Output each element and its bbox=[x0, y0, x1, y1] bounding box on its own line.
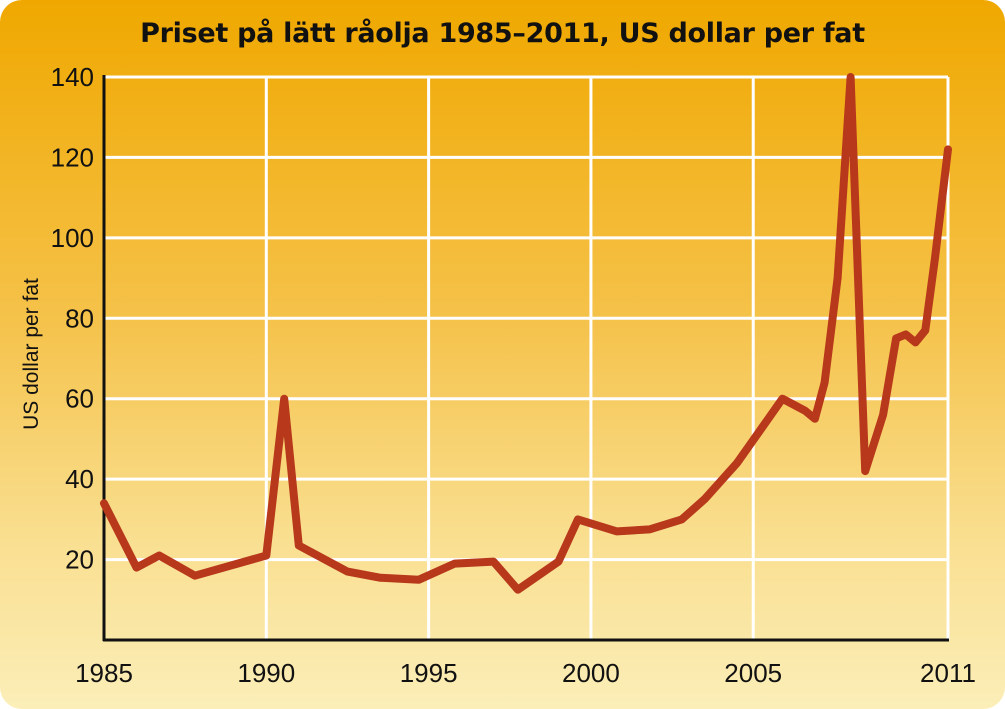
y-tick-label-60: 60 bbox=[65, 384, 94, 414]
x-tick-label-1985: 1985 bbox=[75, 658, 133, 688]
grid-lines bbox=[104, 75, 950, 640]
x-tick-label-2005: 2005 bbox=[724, 658, 782, 688]
x-tick-label-1990: 1990 bbox=[237, 658, 295, 688]
y-tick-label-140: 140 bbox=[51, 62, 94, 92]
series-layer bbox=[100, 73, 952, 594]
x-tick-label-2000: 2000 bbox=[562, 658, 620, 688]
y-tick-label-20: 20 bbox=[65, 545, 94, 575]
x-tick-label-1995: 1995 bbox=[400, 658, 458, 688]
y-axis-title: US dollar per fat bbox=[20, 278, 43, 430]
y-tick-label-40: 40 bbox=[65, 464, 94, 494]
tick-labels: 20 40 60 80 100 120 140 1985 1990 1995 2000 2005 201… bbox=[51, 62, 976, 688]
chart-title: Priset på lätt råolja 1985–2011, US doll… bbox=[140, 18, 865, 49]
series-line-0 bbox=[100, 73, 952, 594]
y-tick-label-120: 120 bbox=[51, 142, 94, 172]
axes bbox=[102, 75, 949, 642]
y-tick-label-100: 100 bbox=[51, 223, 94, 253]
x-tick-label-2011: 2011 bbox=[920, 658, 976, 688]
y-tick-label-80: 80 bbox=[65, 303, 94, 333]
